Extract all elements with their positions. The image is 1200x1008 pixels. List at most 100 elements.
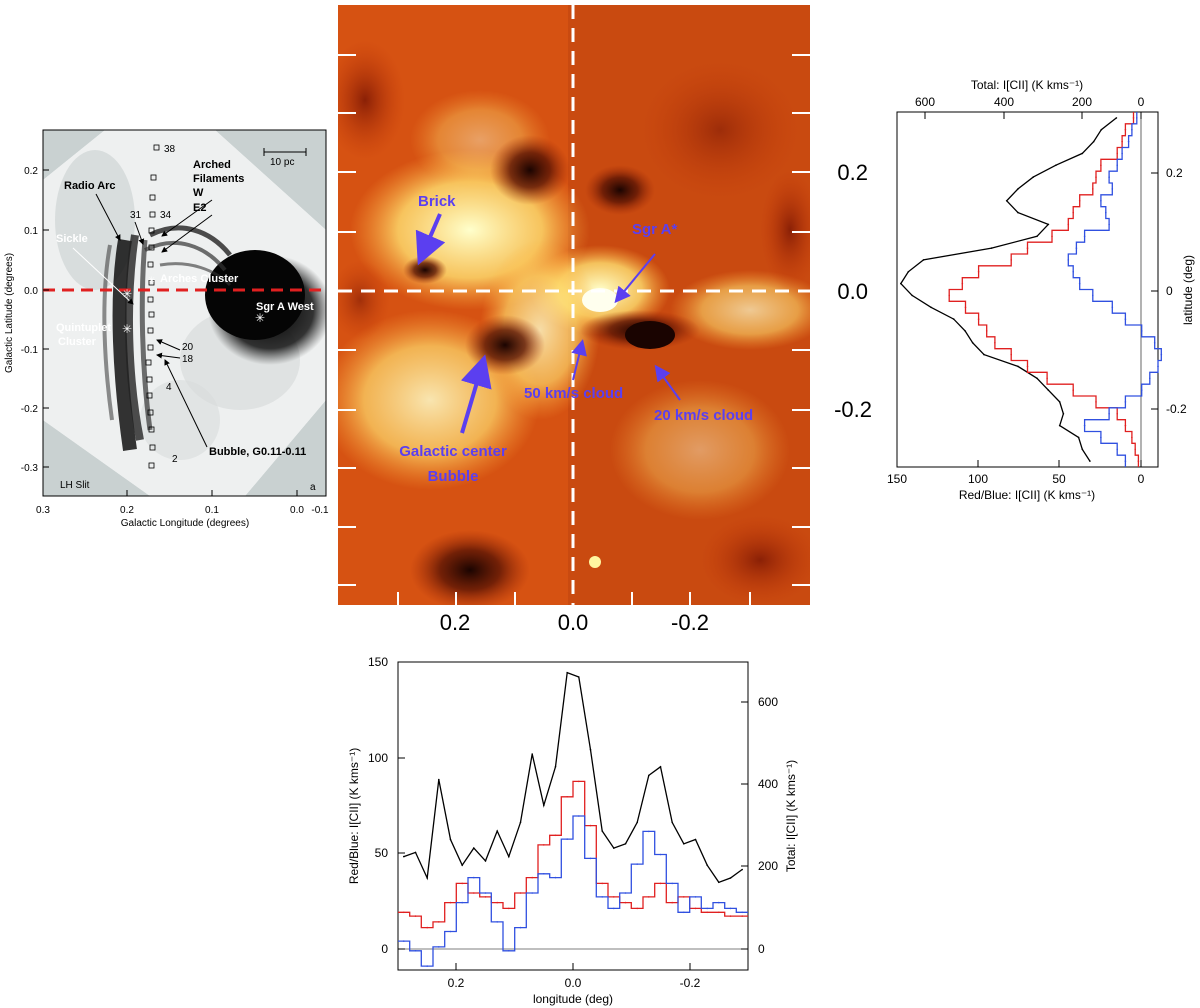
lon-point-total <box>508 855 510 858</box>
lon-point-blue <box>438 946 440 948</box>
lon-point-total <box>741 868 743 871</box>
lat-point-total <box>964 330 966 332</box>
lat-point-red <box>948 294 950 297</box>
lat-point-total <box>990 247 993 249</box>
panel-a-xtick-1: 0.2 <box>120 505 134 516</box>
lon-right-tick-0: 600 <box>758 695 778 709</box>
lat-right-tick-2: -0.2 <box>1166 402 1187 416</box>
lat-right-tick-1: 0 <box>1166 284 1173 298</box>
lat-series-red <box>948 112 1140 467</box>
label-bubble: Bubble, G0.11-0.11 <box>209 446 306 458</box>
lon-series-red <box>398 780 748 929</box>
lat-point-blue <box>1124 460 1127 462</box>
lon-point-red <box>473 892 475 894</box>
panel-a-xlabel: Galactic Longitude (degrees) <box>121 518 249 529</box>
svg-text:✳: ✳ <box>148 275 156 285</box>
lat-point-total <box>1081 152 1084 155</box>
lat-point-red <box>1116 152 1118 155</box>
lat-ylabel: latitude (deg) <box>1181 255 1195 325</box>
label-sgr-a-west: Sgr A West <box>256 301 314 313</box>
lon-point-blue <box>589 857 592 860</box>
lon-point-red <box>601 882 603 885</box>
lon-point-red <box>624 901 627 904</box>
lon-point-total <box>484 860 487 862</box>
lat-top-tick-2: 200 <box>1072 95 1092 109</box>
lon-point-blue <box>659 853 662 856</box>
map-ticks <box>338 54 810 605</box>
lon-point-red <box>554 834 557 837</box>
lat-point-red <box>1121 140 1123 143</box>
cii-map: 0.2 0.0 -0.2 0.2 0.0 -0.2 Brick Sgr A* 5… <box>338 5 872 635</box>
lon-xtick-0: 0.2 <box>448 976 465 990</box>
lat-point-blue <box>1157 365 1159 368</box>
lat-point-blue <box>1108 176 1110 178</box>
lat-point-red <box>964 306 967 309</box>
lat-point-total <box>1036 377 1038 380</box>
latitude-profile-chart: 150 100 50 0 Red/Blue: I[CII] (K kms⁻¹) … <box>887 78 1195 502</box>
lon-point-red <box>566 796 568 798</box>
map-ytick-0: 0.2 <box>837 160 868 185</box>
lat-top-xlabel: Total: I[CII] (K kms⁻¹) <box>971 78 1083 92</box>
lat-point-total <box>971 342 974 344</box>
lat-point-total <box>1081 448 1084 451</box>
lon-point-blue <box>403 940 405 942</box>
lat-point-blue <box>1083 235 1086 238</box>
lat-point-blue <box>1092 294 1094 297</box>
lon-point-total <box>449 838 452 841</box>
lat-point-total <box>1055 164 1057 166</box>
arrow-50kms-cloud <box>571 339 587 381</box>
lat-bottom-xlabel: Red/Blue: I[CII] (K kms⁻¹) <box>959 488 1095 502</box>
lon-point-total <box>706 864 708 866</box>
lat-top-tick-3: 0 <box>1138 95 1145 109</box>
lon-point-red <box>496 901 499 904</box>
lat-point-red <box>1092 188 1094 190</box>
lat-point-total <box>1036 235 1038 238</box>
lon-series-total <box>403 671 743 884</box>
lat-point-total <box>922 259 925 261</box>
lat-point-total <box>1058 401 1061 403</box>
lat-point-total <box>1115 117 1118 119</box>
lat-point-total <box>1058 424 1061 427</box>
lon-point-total <box>648 774 650 777</box>
lon-point-blue <box>578 815 580 817</box>
annotation-gc-bubble-line1: Galactic center <box>399 443 507 460</box>
lon-left-ylabel: Red/Blue: I[CII] (K kms⁻¹) <box>347 748 361 884</box>
lon-point-blue <box>683 911 685 914</box>
lat-point-red <box>1026 365 1029 368</box>
lon-point-total <box>473 847 475 849</box>
lat-point-blue <box>1131 128 1133 131</box>
lon-point-blue <box>671 882 673 885</box>
label-filaments: Filaments <box>193 173 244 185</box>
lon-point-total <box>543 804 545 807</box>
map-xtick-2: -0.2 <box>671 610 709 635</box>
lat-point-blue <box>1140 330 1143 332</box>
lon-point-red <box>648 896 650 898</box>
lon-point-total <box>438 778 440 781</box>
lon-point-red <box>613 896 615 898</box>
lat-point-blue <box>1083 424 1086 427</box>
lat-point-blue <box>1124 318 1127 320</box>
lon-point-red <box>636 907 638 910</box>
panel-a-ytick-0: 0.2 <box>24 166 38 177</box>
lon-point-total <box>531 753 533 755</box>
lat-point-red <box>1072 389 1074 391</box>
lat-point-blue <box>1121 152 1123 155</box>
lon-right-tick-1: 400 <box>758 777 778 791</box>
lat-right-tick-0: 0.2 <box>1166 166 1183 180</box>
lat-point-red <box>1078 200 1081 202</box>
lat-point-total <box>907 271 910 273</box>
lon-point-blue <box>706 907 708 910</box>
lat-point-blue <box>1111 306 1114 309</box>
slit-4: 4 <box>166 382 172 393</box>
lat-point-total <box>1047 389 1050 391</box>
lon-xtick-1: 0.0 <box>565 976 582 990</box>
panel-a-xtick-3: 0.0 <box>290 505 304 516</box>
lon-point-red <box>438 921 440 923</box>
map-ytick-2: -0.2 <box>834 397 872 422</box>
lat-point-total <box>911 294 913 297</box>
lon-point-total <box>414 851 417 854</box>
lat-point-red <box>1095 401 1097 403</box>
label-quintuplet: Quintuplet <box>56 322 111 334</box>
lon-point-red <box>578 780 580 783</box>
